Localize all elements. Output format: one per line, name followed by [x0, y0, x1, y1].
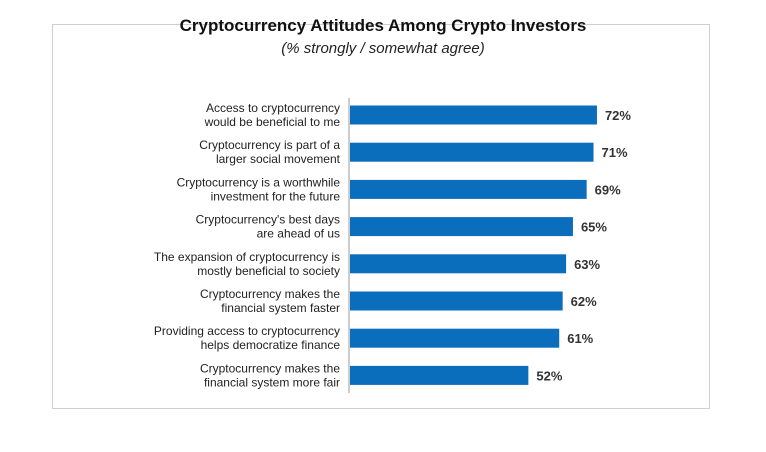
category-label-3: Cryptocurrency is a worthwhile investment… — [177, 175, 341, 203]
data-label-3: 69% — [595, 182, 621, 197]
bar-7 — [350, 328, 560, 348]
bar-5 — [350, 254, 567, 274]
data-label-6: 62% — [571, 294, 597, 309]
bar-1 — [350, 105, 597, 125]
data-label-1: 72% — [605, 108, 631, 123]
category-label-2: Cryptocurrency is part of a larger social… — [199, 138, 340, 166]
data-label-4: 65% — [581, 220, 607, 235]
data-label-7: 61% — [567, 331, 593, 346]
category-label-8: Cryptocurrency makes the financial system… — [200, 361, 340, 389]
chart-subtitle: (% strongly / somewhat agree) — [281, 40, 485, 57]
category-label-7: Providing access to cryptocurrency helps … — [154, 324, 340, 352]
category-label-5: The expansion of cryptocurrency is mostly… — [154, 250, 340, 278]
bar-4 — [350, 217, 573, 237]
data-label-2: 71% — [602, 145, 628, 160]
category-label-6: Cryptocurrency makes the financial system… — [200, 287, 340, 315]
bar-6 — [350, 291, 563, 311]
data-label-8: 52% — [536, 368, 562, 383]
bar-8 — [350, 365, 529, 385]
category-label-4: Cryptocurrency's best days are ahead of u… — [196, 213, 340, 241]
bar-3 — [350, 179, 587, 199]
bar-2 — [350, 142, 594, 162]
data-label-5: 63% — [574, 257, 600, 272]
category-label-1: Access to cryptocurrency would be benefic… — [204, 101, 341, 129]
chart-title: Cryptocurrency Attitudes Among Crypto In… — [179, 16, 587, 35]
